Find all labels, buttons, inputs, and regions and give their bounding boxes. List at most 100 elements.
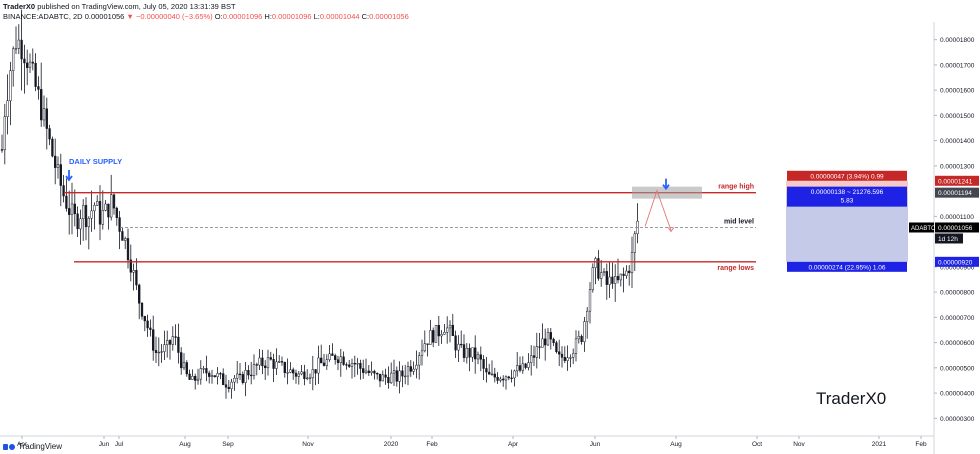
candle-body [460, 343, 463, 346]
y-tick-label: 0.00001500 [940, 113, 975, 120]
candle-body [152, 329, 155, 351]
candle-body [577, 335, 580, 340]
candle-body [367, 370, 370, 374]
candle-body [504, 376, 508, 381]
current-symbol-label: ADABTC [911, 226, 936, 232]
candle-body [342, 356, 345, 365]
y-tick-label: 0.00000900 [940, 264, 975, 271]
candle-body [633, 233, 636, 253]
candle-body [395, 370, 398, 382]
candle-body [334, 355, 337, 360]
last-price: 0.00001056 [84, 12, 125, 21]
y-tick-label: 0.00000700 [940, 315, 975, 322]
candle-body [194, 376, 197, 381]
candle-body [238, 373, 242, 376]
author-name[interactable]: TraderX0 [3, 2, 36, 11]
candle-body [474, 347, 477, 360]
candle-body [317, 357, 320, 374]
candle-body [630, 252, 634, 274]
candle-body [269, 357, 272, 360]
candle-body [566, 357, 569, 361]
candle-body [126, 238, 130, 261]
x-tick-label: Feb [915, 441, 927, 448]
candle-body [124, 238, 127, 241]
candle-body [418, 355, 421, 366]
x-tick-label: Jun [590, 441, 601, 448]
x-tick-label: Aug [670, 441, 682, 448]
candle-body [177, 336, 180, 353]
high-label: H: [264, 12, 272, 21]
candle-body [541, 338, 544, 348]
candle-body [406, 366, 410, 377]
y-tick-label: 0.00001300 [940, 163, 975, 170]
candle-body [434, 324, 438, 343]
candle-body [107, 203, 110, 218]
candle-body [98, 201, 102, 225]
candle-body [146, 320, 149, 329]
candles [0, 9, 639, 399]
candle-body [93, 205, 96, 212]
tradingview-footer[interactable]: TradingView [3, 442, 62, 451]
candle-body [65, 195, 68, 209]
candle-body [378, 373, 382, 382]
x-tick-label: Apr [508, 441, 519, 448]
stop-price-badge: 0.00001241 [938, 178, 973, 185]
candle-body [471, 347, 474, 358]
high-value: 0.00001096 [271, 12, 312, 21]
candle-body [518, 365, 522, 371]
low-label: L: [313, 12, 320, 21]
candle-body [524, 363, 527, 368]
candle-body [180, 352, 183, 369]
supply-zone-box [632, 186, 702, 199]
x-tick-label: 2020 [384, 441, 399, 448]
candle-body [446, 327, 449, 333]
candle-body [622, 273, 625, 276]
y-tick-label: 0.00001600 [940, 88, 975, 95]
candle-body [40, 89, 43, 121]
stop-price-badge-bg [935, 175, 979, 186]
candle-body [45, 108, 48, 129]
candle-body [490, 373, 494, 376]
candle-body [34, 62, 37, 87]
candle-body [404, 375, 407, 378]
candle-body [182, 362, 186, 369]
target-price-badge-bg [935, 256, 979, 267]
candle-body [359, 363, 362, 369]
down-arrow-icon: ▼ [126, 12, 134, 21]
candle-body [112, 194, 116, 209]
candle-body [572, 353, 575, 358]
candle-body [154, 350, 158, 353]
candle-body [468, 347, 471, 358]
candle-body [292, 369, 295, 374]
candle-body [356, 363, 359, 365]
candle-body [14, 48, 18, 50]
candle-body [401, 370, 404, 377]
candle-body [233, 377, 236, 383]
candle-body [236, 373, 239, 379]
candle-body [544, 338, 547, 346]
symbol-label: BINANCE:ADABTC, 2D [3, 12, 83, 21]
candle-body [275, 361, 278, 369]
candle-body [560, 353, 564, 358]
candle-body [252, 364, 256, 376]
candle-body [278, 361, 281, 363]
published-text: published on TradingView.com, July 05, 2… [37, 2, 236, 11]
range-lows-label: range lows [717, 265, 754, 272]
x-tick-label: Nov [793, 441, 805, 448]
candle-body [479, 354, 482, 360]
candle-body [611, 276, 614, 284]
candle-body [555, 342, 558, 352]
candle-body [465, 347, 468, 358]
target-label: 0.00000274 (22.95%) 1.06 [809, 264, 886, 271]
candle-body [580, 335, 583, 343]
price-change: −0.00000040 (−3.65%) [135, 12, 213, 21]
candle-body [87, 217, 90, 228]
candle-body [258, 357, 261, 366]
candle-body [415, 364, 418, 370]
candle-body [96, 201, 99, 206]
candle-body [110, 194, 113, 218]
x-tick-label: Feb [426, 441, 438, 448]
y-tick-label: 0.00001700 [940, 62, 975, 69]
candle-body [412, 368, 415, 372]
